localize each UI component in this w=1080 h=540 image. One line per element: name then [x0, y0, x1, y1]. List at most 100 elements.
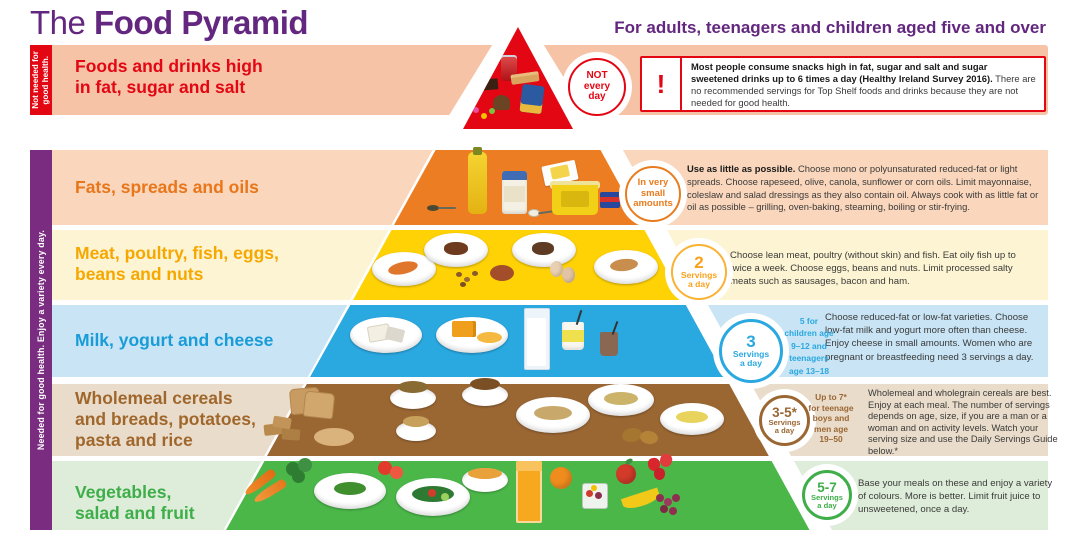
nut-image — [472, 271, 478, 276]
grape-image — [669, 507, 677, 515]
fruit-pot-berry-image — [586, 490, 593, 497]
nut-image — [456, 272, 462, 277]
vegetables-description: Base your meals on these and enjoy a var… — [858, 478, 1053, 515]
vegetables-label: Vegetables, salad and fruit — [75, 482, 195, 523]
orange-juice-glass-image — [516, 461, 542, 523]
page-title: The Food Pyramid — [30, 4, 309, 42]
strawberry-image — [654, 468, 665, 480]
sweet-image — [481, 113, 487, 119]
nut-image — [464, 277, 470, 282]
milk-fill-image — [527, 318, 546, 366]
grated-cheese-image — [477, 332, 502, 343]
meat-servings-badge: 2 Servings a day — [671, 244, 727, 300]
rice-image — [676, 411, 708, 423]
broccoli-image — [292, 470, 305, 483]
cupcake-image — [493, 95, 510, 110]
salad-cucumber-image — [441, 493, 449, 501]
nut-image — [460, 282, 466, 287]
oil-bottle-image — [468, 152, 487, 214]
steak-image — [444, 242, 468, 255]
milk-label: Milk, yogurt and cheese — [75, 330, 274, 350]
pitta-bread-image — [314, 428, 354, 446]
fats-text-panel — [623, 150, 1048, 225]
broccoli-image — [298, 458, 312, 472]
apple-image — [616, 464, 636, 484]
fats-label: Fats, spreads and oils — [75, 177, 259, 197]
warning-text: Most people consume snacks high in fat, … — [691, 61, 1036, 109]
wholemeal-description: Wholemeal and wholegrain cereals are bes… — [868, 388, 1058, 456]
cereal-heap-image — [398, 381, 428, 393]
sweet-image — [489, 108, 495, 114]
muesli-heap-image — [403, 416, 429, 427]
soup-image — [468, 468, 502, 479]
top-shelf-triangle-red — [463, 27, 573, 129]
fats-label-panel — [52, 150, 433, 225]
oil-spoon-handle-image — [438, 207, 456, 209]
butter-pack-stripe-image — [600, 197, 620, 202]
cheddar-block-image — [452, 321, 476, 337]
tomato-image — [390, 466, 403, 479]
top-shelf-label: Foods and drinks high in fat, sugar and … — [75, 56, 263, 98]
warning-divider — [680, 58, 682, 110]
main-side-tab: Needed for good health. Enjoy a variety … — [30, 150, 52, 530]
fats-description: Use as little as possible. Choose mono o… — [687, 163, 1039, 213]
pasta-image — [604, 392, 638, 405]
fruit-pot-grape-image — [595, 492, 602, 499]
top-shelf-side-tab-line2: good health. — [41, 55, 50, 105]
muesli-bowl-image — [396, 421, 436, 441]
mayonnaise-lid-image — [502, 171, 527, 180]
cereal-bowl-image — [390, 387, 436, 409]
egg-image — [550, 261, 563, 277]
sweet-image — [473, 107, 479, 113]
top-shelf-warning-box: ! Most people consume snacks high in fat… — [640, 56, 1046, 112]
oil-spoon-image — [427, 205, 439, 211]
meat-label: Meat, poultry, fish, eggs, beans and nut… — [75, 243, 279, 284]
juice-top-image — [516, 461, 542, 471]
top-shelf-side-tab-line1: Not needed for — [31, 51, 40, 109]
wholemeal-label: Wholemeal cereals and breads, potatoes, … — [75, 388, 256, 450]
vegetables-label-panel — [52, 461, 262, 530]
tomato-image — [378, 461, 392, 475]
vegetables-servings-badge: 5-7 Servings a day — [802, 470, 852, 520]
milk-description: Choose reduced-fat or low-fat varieties.… — [825, 312, 1034, 363]
title-main: Food Pyramid — [94, 4, 309, 41]
cereal-bowl-image — [462, 384, 508, 406]
oil-bottle-cap-image — [473, 147, 482, 155]
meat-label-panel — [52, 230, 389, 300]
milk-label-panel — [52, 305, 348, 377]
egg-image — [562, 267, 575, 283]
fruit-pot-mango-image — [591, 485, 597, 491]
bread-slice-image — [302, 390, 336, 420]
milk-servings-badge: 3 Servings a day — [719, 319, 783, 383]
milk-children-note: 5 for children age 9–12 and teenagers ag… — [784, 316, 834, 376]
yogurt-cup-image — [600, 332, 618, 356]
not-every-day-badge: NOT every day — [568, 58, 626, 116]
grape-image — [672, 494, 680, 502]
meat-description: Choose lean meat, poultry (without skin)… — [730, 250, 1016, 288]
grape-image — [656, 494, 664, 502]
wholemeal-label-panel — [52, 384, 304, 456]
beans-image — [490, 265, 514, 281]
cracker-image — [281, 428, 301, 441]
spread-tub-label-image — [561, 191, 589, 207]
top-shelf-label-line2: in fat, sugar and salt — [75, 77, 246, 97]
chocolate-bar-image — [479, 78, 499, 91]
top-shelf-label-line1: Foods and drinks high — [75, 56, 263, 76]
peas-image — [334, 482, 366, 495]
title-prefix: The — [30, 4, 86, 41]
cereal-heap-image — [470, 378, 500, 390]
mayonnaise-label-image — [504, 186, 525, 202]
meat-text-panel — [667, 230, 1048, 300]
wholemeal-servings-badge: 3-5* Servings a day — [759, 395, 810, 446]
exclamation-icon: ! — [656, 68, 666, 99]
grape-image — [660, 505, 668, 513]
wholemeal-teenage-note: Up to 7* for teenage boys and men age 19… — [808, 392, 854, 445]
salad-tomato-image — [428, 489, 436, 497]
grape-image — [664, 498, 672, 506]
audience-subtitle: For adults, teenagers and children aged … — [614, 18, 1046, 37]
main-side-tab-text: Needed for good health. Enjoy a variety … — [36, 229, 46, 451]
mince-image — [532, 242, 554, 255]
orange-image — [550, 467, 572, 489]
sweet-image — [470, 99, 476, 105]
